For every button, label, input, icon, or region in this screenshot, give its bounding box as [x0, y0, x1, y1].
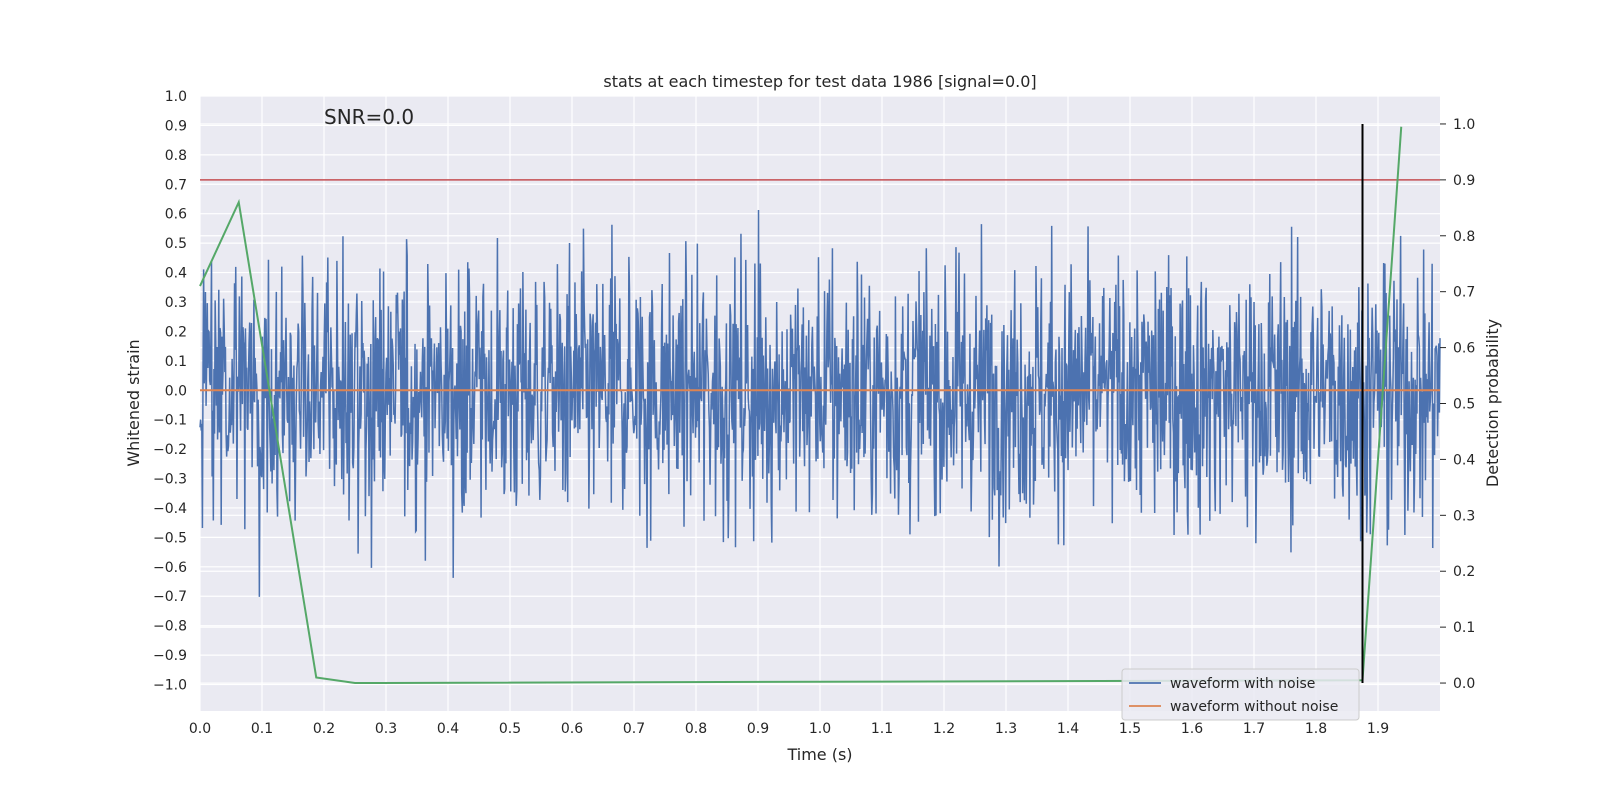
x-tick-label: 0.0: [189, 721, 211, 737]
series-detection-probability: [199, 126, 1403, 685]
y2-tick-label: 0.3: [1453, 508, 1475, 524]
y-tick-label: −0.9: [153, 648, 187, 664]
x-tick-label: 0.1: [251, 721, 273, 737]
y2-tick-label: 0.1: [1453, 620, 1475, 636]
x-tick-label: 0.3: [375, 721, 397, 737]
y-tick-label: 0.7: [165, 177, 187, 193]
ticks-layer: 0.0 0.1 0.2 0.3 0.4 0.5 0.6 0.7 0.8 0.9 1.0 1.1 1.2 1…: [153, 89, 1475, 737]
x-tick-label: 1.4: [1057, 721, 1079, 737]
x-tick-label: 1.3: [995, 721, 1017, 737]
y-tick-label: 0.6: [165, 207, 187, 223]
y-tick-label: −0.6: [153, 560, 187, 576]
y-tick-label: −0.4: [153, 501, 187, 517]
chart-title: stats at each timestep for test data 198…: [603, 72, 1036, 91]
y-tick-label: 0.5: [165, 236, 187, 252]
legend: waveform with noise waveform without noi…: [1121, 668, 1360, 721]
y-tick-label: −0.1: [153, 413, 187, 429]
y2-axis-label: Detection probability: [1483, 319, 1502, 487]
y2-tick-label: 0.6: [1453, 341, 1475, 357]
y-tick-label: 0.0: [165, 383, 187, 399]
y-tick-label: −1.0: [153, 678, 187, 694]
x-tick-label: 1.0: [809, 721, 831, 737]
x-tick-label: 1.8: [1305, 721, 1327, 737]
x-tick-label: 0.5: [499, 721, 521, 737]
y2-tick-label: 0.7: [1453, 285, 1475, 301]
y-tick-label: 0.1: [165, 354, 187, 370]
y-tick-label: 0.2: [165, 324, 187, 340]
y2-tick-label: 0.2: [1453, 564, 1475, 580]
y2-tick-label: 0.8: [1453, 229, 1475, 245]
x-tick-label: 1.7: [1243, 721, 1265, 737]
legend-label-noise: waveform with noise: [1170, 676, 1315, 692]
legend-box: [1121, 668, 1360, 721]
x-tick-label: 0.2: [313, 721, 335, 737]
y2-tick-label: 0.9: [1453, 173, 1475, 189]
x-tick-label: 0.9: [747, 721, 769, 737]
x-tick-label: 0.4: [437, 721, 459, 737]
x-tick-label: 0.6: [561, 721, 583, 737]
y2-tick-label: 1.0: [1453, 117, 1475, 133]
y-tick-label: −0.7: [153, 589, 187, 605]
y-tick-label: 0.9: [165, 118, 187, 134]
x-tick-label: 1.6: [1181, 721, 1203, 737]
y2-tick-label: 0.0: [1453, 676, 1475, 692]
snr-annotation: SNR=0.0: [324, 105, 414, 129]
y2-tick-label: 0.5: [1453, 397, 1475, 413]
legend-label-clean: waveform without noise: [1170, 699, 1338, 715]
y-tick-label: 0.4: [165, 266, 187, 282]
x-tick-label: 1.9: [1367, 721, 1389, 737]
x-tick-label: 0.7: [623, 721, 645, 737]
y-tick-label: 1.0: [165, 89, 187, 105]
x-tick-label: 1.2: [933, 721, 955, 737]
x-axis-label: Time (s): [786, 745, 852, 764]
series-waveform-with-noise: [199, 209, 1441, 597]
y-tick-label: −0.2: [153, 442, 187, 458]
x-tick-label: 1.5: [1119, 721, 1141, 737]
y-tick-label: 0.8: [165, 148, 187, 164]
y-axis-label: Whitened strain: [124, 339, 143, 466]
x-tick-label: 1.1: [871, 721, 893, 737]
y-tick-label: −0.3: [153, 472, 187, 488]
y2-tick-label: 0.4: [1453, 452, 1475, 468]
x-tick-label: 0.8: [685, 721, 707, 737]
y-tick-label: −0.8: [153, 619, 187, 635]
y-tick-label: −0.5: [153, 530, 187, 546]
y-tick-label: 0.3: [165, 295, 187, 311]
series-layer: [199, 123, 1441, 685]
